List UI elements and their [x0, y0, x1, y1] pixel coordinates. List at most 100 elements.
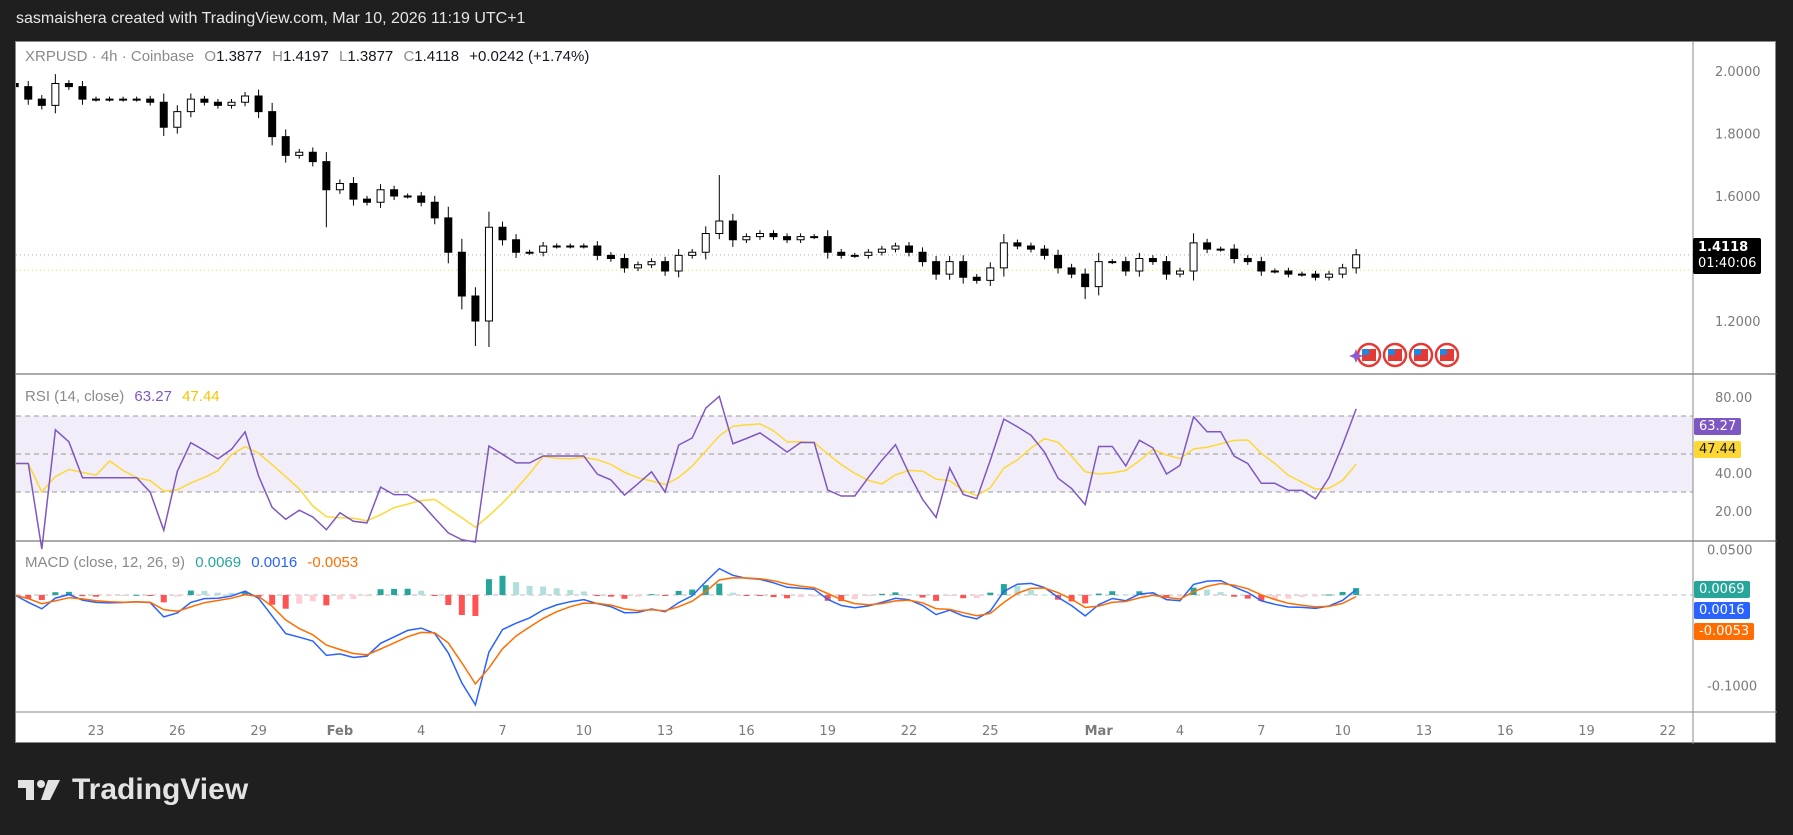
candle-body	[945, 261, 954, 275]
price-tick: 1.8000	[1715, 128, 1761, 143]
rsi-title[interactable]: RSI (14, close)	[25, 388, 125, 405]
time-tick: 10	[1334, 724, 1351, 739]
macd-histogram-bar	[675, 590, 682, 595]
macd-histogram-bar	[309, 595, 316, 602]
macd-histogram-bar	[458, 595, 465, 616]
time-tick: 16	[738, 724, 755, 739]
low-value: 1.3877	[347, 48, 394, 65]
candle-body	[552, 245, 561, 248]
macd-title[interactable]: MACD (close, 12, 26, 9)	[25, 554, 186, 571]
macd-histogram-bar	[1271, 595, 1278, 600]
macd-histogram-bar	[770, 595, 777, 598]
macd-histogram-bar	[1163, 595, 1170, 598]
macd-histogram-bar	[607, 595, 614, 597]
macd-signal-line	[16, 576, 1357, 686]
candle-body	[837, 251, 846, 256]
chart-credit: sasmaishera created with TradingView.com…	[16, 10, 526, 27]
macd-histogram-bar	[38, 595, 45, 601]
candle-body	[701, 233, 710, 253]
macd-histogram-bar	[282, 595, 289, 609]
macd-histogram-bar	[472, 595, 479, 616]
macd-histogram-bar	[1136, 591, 1143, 595]
rsi-tick: 20.00	[1715, 505, 1752, 520]
candle-body	[241, 95, 250, 103]
chart-canvas[interactable]: 2.0000 1.8000 1.6000 1.2000 80.00 40.00 20.00 0…	[16, 42, 1777, 744]
candle-body	[1243, 258, 1252, 263]
macd-histogram-bar	[1326, 594, 1333, 596]
candle-body	[105, 98, 114, 101]
macd-histogram-bar	[1149, 592, 1156, 595]
candle-body	[905, 245, 913, 253]
candle-body	[566, 245, 575, 248]
macd-histogram-bar	[296, 595, 303, 604]
tradingview-logo[interactable]: TradingView	[18, 773, 248, 807]
macd-signal-value: -0.0053	[307, 554, 359, 571]
last-price: 1.4118	[1698, 240, 1749, 255]
macd-histogram-bar	[1000, 584, 1007, 595]
macd-line-badge: 0.0016	[1694, 602, 1750, 619]
candle-body	[1121, 261, 1130, 272]
macd-histogram-bar	[431, 595, 438, 596]
macd-histogram-bar	[838, 595, 845, 602]
macd-histogram-bar	[540, 586, 547, 595]
macd-histogram-bar	[485, 579, 492, 595]
macd-histogram-bar	[933, 595, 940, 601]
price-tick: 1.6000	[1715, 190, 1761, 205]
macd-histogram-bar	[716, 583, 723, 595]
candle-body	[999, 242, 1008, 269]
macd-histogram-bar	[553, 588, 560, 595]
sparkle-icon	[1349, 349, 1363, 363]
chart-frame[interactable]: 2.0000 1.8000 1.6000 1.2000 80.00 40.00 20.00 0…	[15, 41, 1777, 744]
candle-body	[606, 254, 615, 259]
candle-body	[932, 261, 941, 275]
candle-body	[349, 183, 358, 200]
symbol-label[interactable]: XRPUSD · 4h · Coinbase	[25, 48, 195, 65]
candle-body	[24, 86, 33, 100]
bar-countdown: 01:40:06	[1698, 256, 1757, 271]
macd-histogram-bar	[52, 592, 59, 595]
candle-body	[1230, 248, 1239, 259]
macd-histogram-bar	[1258, 595, 1265, 601]
macd-histogram-bar	[269, 595, 276, 605]
time-tick: 16	[1497, 724, 1514, 739]
us-flag-icon-canton	[1362, 349, 1369, 355]
candle-body	[593, 245, 602, 256]
high-label: H	[272, 48, 283, 65]
high-value: 1.4197	[282, 48, 329, 65]
macd-histogram-bar	[120, 595, 127, 596]
candle-body	[647, 261, 656, 266]
macd-histogram-bar	[729, 592, 736, 595]
macd-histogram-bar	[526, 585, 533, 595]
candle-body	[363, 198, 371, 203]
candle-body	[471, 295, 480, 322]
macd-histogram-bar	[106, 595, 113, 597]
rsi-ma-value: 47.44	[182, 388, 220, 405]
candle-body	[769, 233, 778, 238]
close-value: 1.4118	[414, 48, 460, 65]
rsi-legend: RSI (14, close) 63.27 47.44	[25, 388, 226, 405]
macd-histogram-bar	[133, 594, 140, 596]
close-label: C	[403, 48, 415, 65]
candle-body	[132, 98, 141, 101]
candle-body	[1270, 270, 1279, 273]
macd-tick: 0.0500	[1707, 544, 1753, 559]
candle-body	[417, 195, 426, 203]
macd-histogram-bar	[1122, 594, 1129, 596]
candle-body	[688, 251, 697, 256]
us-flag-icon-canton	[1388, 349, 1395, 355]
candle-body	[755, 233, 764, 238]
candle-body	[891, 245, 900, 250]
macd-histogram-bar	[1217, 592, 1224, 595]
macd-histogram-bar	[147, 595, 154, 596]
macd-histogram-bar	[445, 595, 452, 605]
macd-histogram-bar	[336, 595, 343, 600]
candle-body	[254, 95, 263, 113]
macd-histogram-bar	[377, 589, 384, 595]
candle-body	[1026, 245, 1035, 250]
macd-histogram-bar	[79, 595, 86, 597]
time-tick: 25	[982, 724, 999, 739]
candle-body	[227, 101, 236, 106]
macd-histogram-bar	[878, 593, 885, 595]
time-tick: Feb	[327, 724, 353, 739]
open-value: 1.3877	[216, 48, 262, 65]
